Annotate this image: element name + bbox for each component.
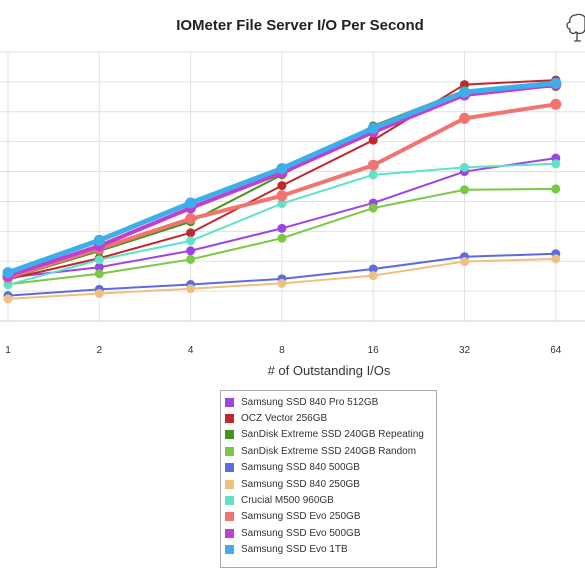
- legend-swatch: [225, 397, 234, 407]
- legend-label: Samsung SSD Evo 500GB: [241, 527, 361, 539]
- x-axis-label: # of Outstanding I/Os: [267, 363, 391, 378]
- legend-label: Samsung SSD 840 Pro 512GB: [241, 396, 379, 408]
- data-point: [185, 213, 197, 225]
- legend-item: Crucial M500 960GB: [225, 492, 436, 508]
- x-tick-label: 2: [97, 345, 103, 356]
- legend-label: Samsung SSD 840 500GB: [241, 462, 360, 474]
- chart-title: IOMeter File Server I/O Per Second: [176, 17, 424, 34]
- data-point: [2, 267, 14, 279]
- legend-item: Samsung SSD Evo 1TB: [225, 542, 436, 558]
- data-point: [94, 269, 104, 279]
- x-tick-label: 8: [279, 345, 285, 356]
- legend-swatch: [225, 479, 234, 489]
- legend-item: Samsung SSD 840 500GB: [225, 460, 436, 476]
- legend-swatch: [225, 545, 234, 555]
- series-9: [2, 77, 562, 279]
- legend-label: Crucial M500 960GB: [241, 495, 334, 507]
- data-point: [186, 236, 196, 246]
- series-5: [3, 254, 561, 304]
- legend-item: Samsung SSD 840 Pro 512GB: [225, 394, 436, 410]
- legend-item: SanDisk Extreme SSD 240GB Random: [225, 443, 436, 459]
- data-point: [367, 122, 379, 134]
- x-tick-label: 64: [550, 345, 562, 356]
- data-point: [459, 86, 470, 98]
- data-point: [185, 197, 197, 209]
- x-tick-label: 32: [459, 345, 471, 356]
- plot-area: 1 2 4 8 16 32 64: [0, 51, 585, 356]
- data-point: [368, 203, 378, 213]
- data-point: [460, 257, 469, 267]
- legend-label: OCZ Vector 256GB: [241, 413, 328, 425]
- data-point: [277, 233, 287, 243]
- data-point: [94, 255, 104, 265]
- legend-label: Samsung SSD 840 250GB: [241, 478, 360, 490]
- data-point: [459, 112, 470, 124]
- data-point: [550, 77, 562, 89]
- x-tick-layer: 1 2 4 8 16 32 64: [5, 345, 562, 356]
- data-point: [186, 246, 196, 256]
- legend-swatch: [225, 512, 234, 522]
- data-point: [551, 254, 561, 264]
- data-point: [93, 234, 105, 246]
- legend-label: Samsung SSD Evo 250GB: [241, 511, 361, 523]
- series-layer: [2, 75, 562, 304]
- legend-item: OCZ Vector 256GB: [225, 410, 436, 426]
- data-point: [277, 181, 287, 191]
- data-point: [368, 170, 378, 180]
- legend-swatch: [225, 463, 234, 473]
- x-tick-label: 16: [368, 345, 380, 356]
- data-point: [551, 159, 561, 169]
- data-point: [94, 262, 104, 272]
- data-point: [368, 271, 378, 281]
- data-point: [368, 264, 378, 274]
- data-point: [367, 159, 379, 171]
- legend-item: Samsung SSD Evo 250GB: [225, 509, 436, 525]
- data-point: [186, 228, 196, 238]
- legend-swatch: [225, 414, 234, 424]
- data-point: [277, 199, 287, 209]
- series-6: [3, 159, 561, 290]
- x-tick-label: 1: [5, 345, 11, 356]
- data-point: [550, 98, 562, 110]
- legend-swatch: [225, 446, 234, 456]
- legend-swatch: [225, 496, 234, 506]
- legend-item: Samsung SSD 840 250GB: [225, 476, 436, 492]
- legend-label: SanDisk Extreme SSD 240GB Repeating: [241, 429, 424, 441]
- data-point: [3, 280, 13, 290]
- data-point: [186, 254, 196, 264]
- series-3: [3, 184, 561, 289]
- data-point: [277, 278, 287, 288]
- data-point: [186, 284, 196, 294]
- legend-label: Samsung SSD Evo 1TB: [241, 544, 348, 556]
- legend: Samsung SSD 840 Pro 512GB OCZ Vector 256G…: [220, 390, 437, 568]
- data-point: [94, 289, 104, 299]
- data-point: [276, 163, 288, 175]
- tree-icon: [566, 13, 585, 42]
- data-point: [460, 185, 469, 195]
- data-point: [551, 184, 561, 194]
- legend-swatch: [225, 528, 234, 538]
- data-point: [460, 162, 469, 172]
- legend-item: SanDisk Extreme SSD 240GB Repeating: [225, 427, 436, 443]
- data-point: [368, 135, 378, 145]
- legend-label: SanDisk Extreme SSD 240GB Random: [241, 445, 417, 457]
- data-point: [277, 223, 287, 233]
- x-tick-label: 4: [188, 345, 194, 356]
- legend-swatch: [225, 430, 234, 440]
- data-point: [276, 190, 288, 202]
- data-point: [3, 294, 13, 304]
- legend-item: Samsung SSD Evo 500GB: [225, 525, 436, 541]
